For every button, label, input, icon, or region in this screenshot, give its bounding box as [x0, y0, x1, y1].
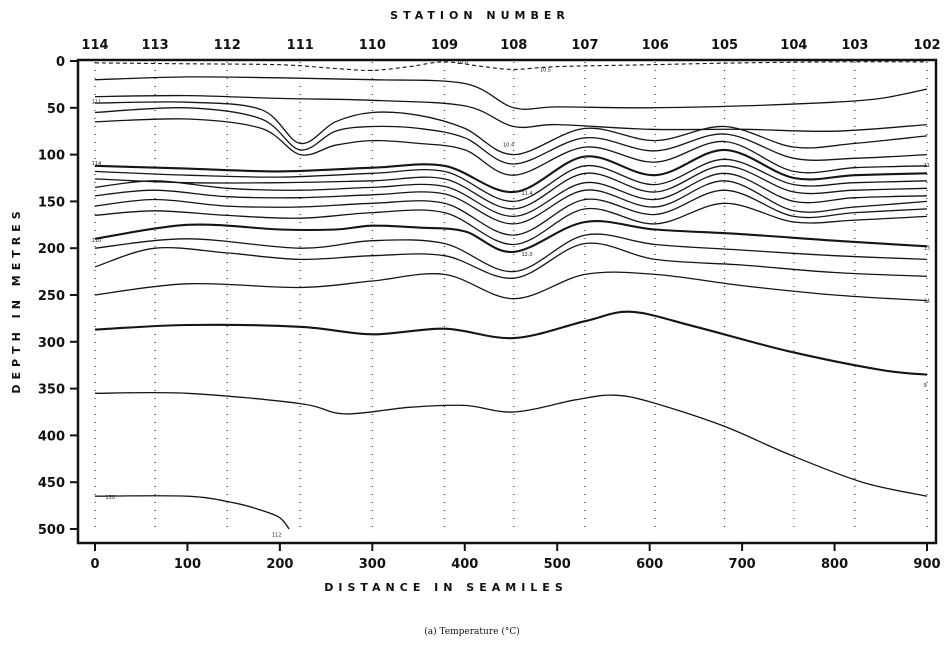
y-tick-label: 500 [38, 523, 65, 538]
isotherm-line-12 [94, 189, 928, 236]
station-label-106: 106 [642, 38, 669, 53]
isotherm-value-label: 112 [272, 533, 282, 539]
isotherm-value-label: 14 [924, 299, 930, 305]
isotherm-line-10 [94, 172, 928, 218]
y-tick-label: 150 [38, 195, 65, 210]
isotherm-line-16 [94, 242, 928, 279]
y-tick-label: 450 [38, 476, 65, 491]
station-label-113: 113 [142, 38, 169, 53]
isotherm-line-15 [94, 233, 928, 273]
isotherm-line-8 [94, 158, 928, 203]
y-tick-label: 100 [38, 149, 65, 164]
x-tick-label: 100 [174, 557, 201, 572]
x-tick-label: 800 [821, 557, 848, 572]
isotherm-line-4 [94, 101, 928, 156]
isotherm-line-14 [94, 220, 928, 253]
isotherm-value-label: 11.4 [521, 191, 532, 197]
isotherm-line-3 [94, 94, 928, 132]
isotherm-line-17 [94, 271, 928, 302]
station-label-102: 102 [913, 38, 940, 53]
isotherm-value-label: 11 [924, 163, 930, 169]
isotherm-value-label: 114 [92, 161, 102, 167]
station-label-110: 110 [359, 38, 386, 53]
x-tick-label: 400 [451, 557, 478, 572]
isotherm-value-label: 10.0 [457, 60, 468, 66]
x-axis-ticks: 0 100 200 300 400 500 600 700 800 900 [90, 543, 941, 572]
isotherm-line-18 [94, 310, 928, 376]
station-label-108: 108 [500, 38, 527, 53]
y-tick-label: 300 [38, 336, 65, 351]
station-label-111: 111 [287, 38, 314, 53]
isotherm-value-label: 130 [105, 495, 115, 501]
top-axis-title: STATION NUMBER [390, 9, 570, 22]
isotherm-line-13 [94, 202, 928, 246]
station-label-107: 107 [571, 38, 598, 53]
isotherm-line-1 [94, 61, 928, 71]
station-label-109: 109 [431, 38, 458, 53]
isotherm-line-5 [94, 106, 928, 165]
y-axis-title: DEPTH IN METRES [10, 206, 23, 393]
isotherm-line-9 [94, 165, 928, 210]
y-tick-label: 350 [38, 383, 65, 398]
isotherm-value-label: 110 [92, 238, 102, 244]
station-label-105: 105 [711, 38, 738, 53]
y-axis-ticks: 0 50 100 150 200 250 300 350 400 450 500 [38, 55, 78, 538]
isotherm-line-6 [94, 118, 928, 176]
station-label-112: 112 [214, 38, 241, 53]
isotherm-value-label: 13 [924, 245, 930, 251]
station-label-114: 114 [81, 38, 108, 53]
isotherm-value-label: 111 [92, 99, 102, 105]
station-label-104: 104 [780, 38, 807, 53]
station-label-103: 103 [841, 38, 868, 53]
isotherm-contours: 111 114 110 130 112 11.4 12.0 10.0 10.5 10.4 11 13 1… [92, 60, 930, 539]
x-tick-label: 300 [359, 557, 386, 572]
y-tick-label: 400 [38, 429, 65, 444]
isotherm-value-label: 12.0 [521, 252, 532, 258]
x-tick-label: 200 [266, 557, 293, 572]
isotherm-line-2 [94, 76, 928, 110]
x-tick-label: 900 [913, 557, 940, 572]
x-tick-label: 600 [636, 557, 663, 572]
y-tick-label: 250 [38, 289, 65, 304]
isotherm-value-label: 10.4 [503, 142, 514, 148]
figure-caption: (a) Temperature (°C) [424, 626, 519, 637]
y-tick-label: 0 [56, 55, 65, 70]
isotherm-value-label: 9 [924, 383, 927, 389]
isotherm-line-20 [94, 495, 290, 530]
x-axis-title: DISTANCE IN SEAMILES [324, 581, 568, 594]
y-tick-label: 50 [47, 102, 65, 117]
isotherm-line-11 [94, 180, 928, 225]
station-labels: 114 113 112 111 110 109 108 107 106 105 104 103 102 [81, 38, 940, 53]
isotherm-line-19 [94, 391, 928, 497]
x-tick-label: 0 [90, 557, 99, 572]
station-markers [94, 62, 928, 528]
isotherm-value-label: 10.5 [540, 67, 551, 73]
plot-frame [76, 58, 938, 545]
isotherm-line-7 [94, 148, 928, 194]
y-tick-label: 200 [38, 242, 65, 257]
x-tick-label: 700 [729, 557, 756, 572]
x-tick-label: 500 [544, 557, 571, 572]
